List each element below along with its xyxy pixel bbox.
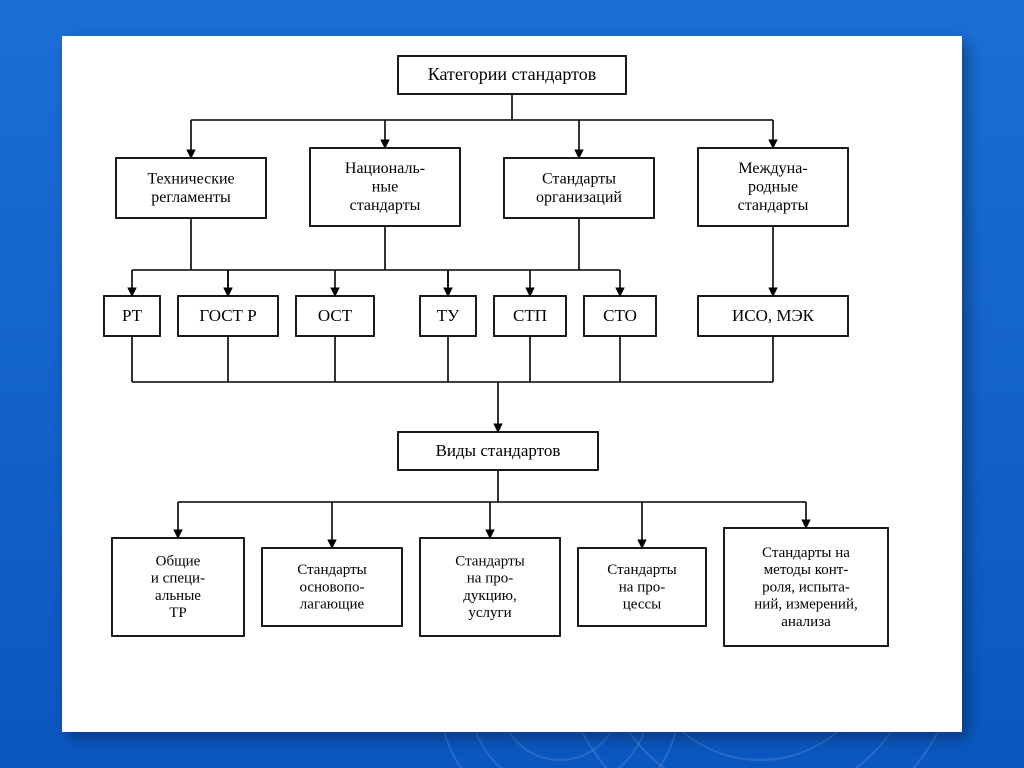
flowchart-node-label: Общие [156, 553, 201, 569]
flowchart-node-label: услуги [468, 605, 511, 621]
flowchart-node-label: СТО [603, 306, 637, 325]
flowchart-node-label: анализа [781, 614, 831, 630]
flowchart-node-label: Технические [147, 170, 234, 187]
flowchart-node-label: на про- [619, 579, 665, 595]
flowchart-node-label: родные [748, 179, 798, 196]
flowchart-node-label: Категории стандартов [428, 64, 597, 84]
flowchart-node-label: ГОСТ Р [199, 306, 256, 325]
flowchart-node-label: методы конт- [764, 562, 849, 578]
flowchart-node-label: Виды стандартов [436, 441, 561, 460]
flowchart-node-label: ний, измерений, [754, 597, 857, 613]
flowchart-node-label: стандарты [738, 197, 809, 214]
flowchart-node-label: регламенты [151, 189, 231, 206]
flowchart-node-label: стандарты [350, 197, 421, 214]
flowchart-node-label: и специ- [151, 571, 205, 587]
flowchart-node-label: ОСТ [318, 306, 353, 325]
page-background: Категории стандартов Технические регламент… [0, 0, 1024, 768]
flowchart-node-label: ные [372, 179, 398, 196]
flowchart-node-label: на про- [467, 571, 513, 587]
flowchart-node-label: лагающие [300, 597, 365, 613]
flowchart-node-label: ТУ [437, 306, 460, 325]
flowchart-node-label: организаций [536, 189, 622, 206]
flowchart-node-label: Стандарты [542, 170, 616, 187]
nodes-layer: Категории стандартов Технические регламент… [104, 56, 888, 646]
flowchart-svg: Категории стандартов Технические регламент… [62, 36, 962, 732]
flowchart-node-label: Стандарты [297, 562, 366, 578]
diagram-card: Категории стандартов Технические регламент… [62, 36, 962, 732]
flowchart-node-label: Стандарты [607, 562, 676, 578]
flowchart-node-label: основопо- [299, 579, 364, 595]
flowchart-node-label: цессы [623, 597, 661, 613]
flowchart-node-label: альные [155, 588, 201, 604]
flowchart-node-label: СТП [513, 306, 547, 325]
flowchart-node-label: роля, испыта- [762, 579, 850, 595]
flowchart-node-label: Междуна- [738, 160, 807, 177]
flowchart-node-label: Стандарты [455, 553, 524, 569]
flowchart-node-label: РТ [122, 306, 143, 325]
flowchart-node-label: дукцию, [463, 588, 516, 604]
flowchart-node-label: Националь- [345, 160, 425, 177]
flowchart-node-label: Стандарты на [762, 545, 850, 561]
flowchart-node-label: ИСО, МЭК [732, 306, 815, 325]
flowchart-node-label: ТР [169, 605, 187, 621]
